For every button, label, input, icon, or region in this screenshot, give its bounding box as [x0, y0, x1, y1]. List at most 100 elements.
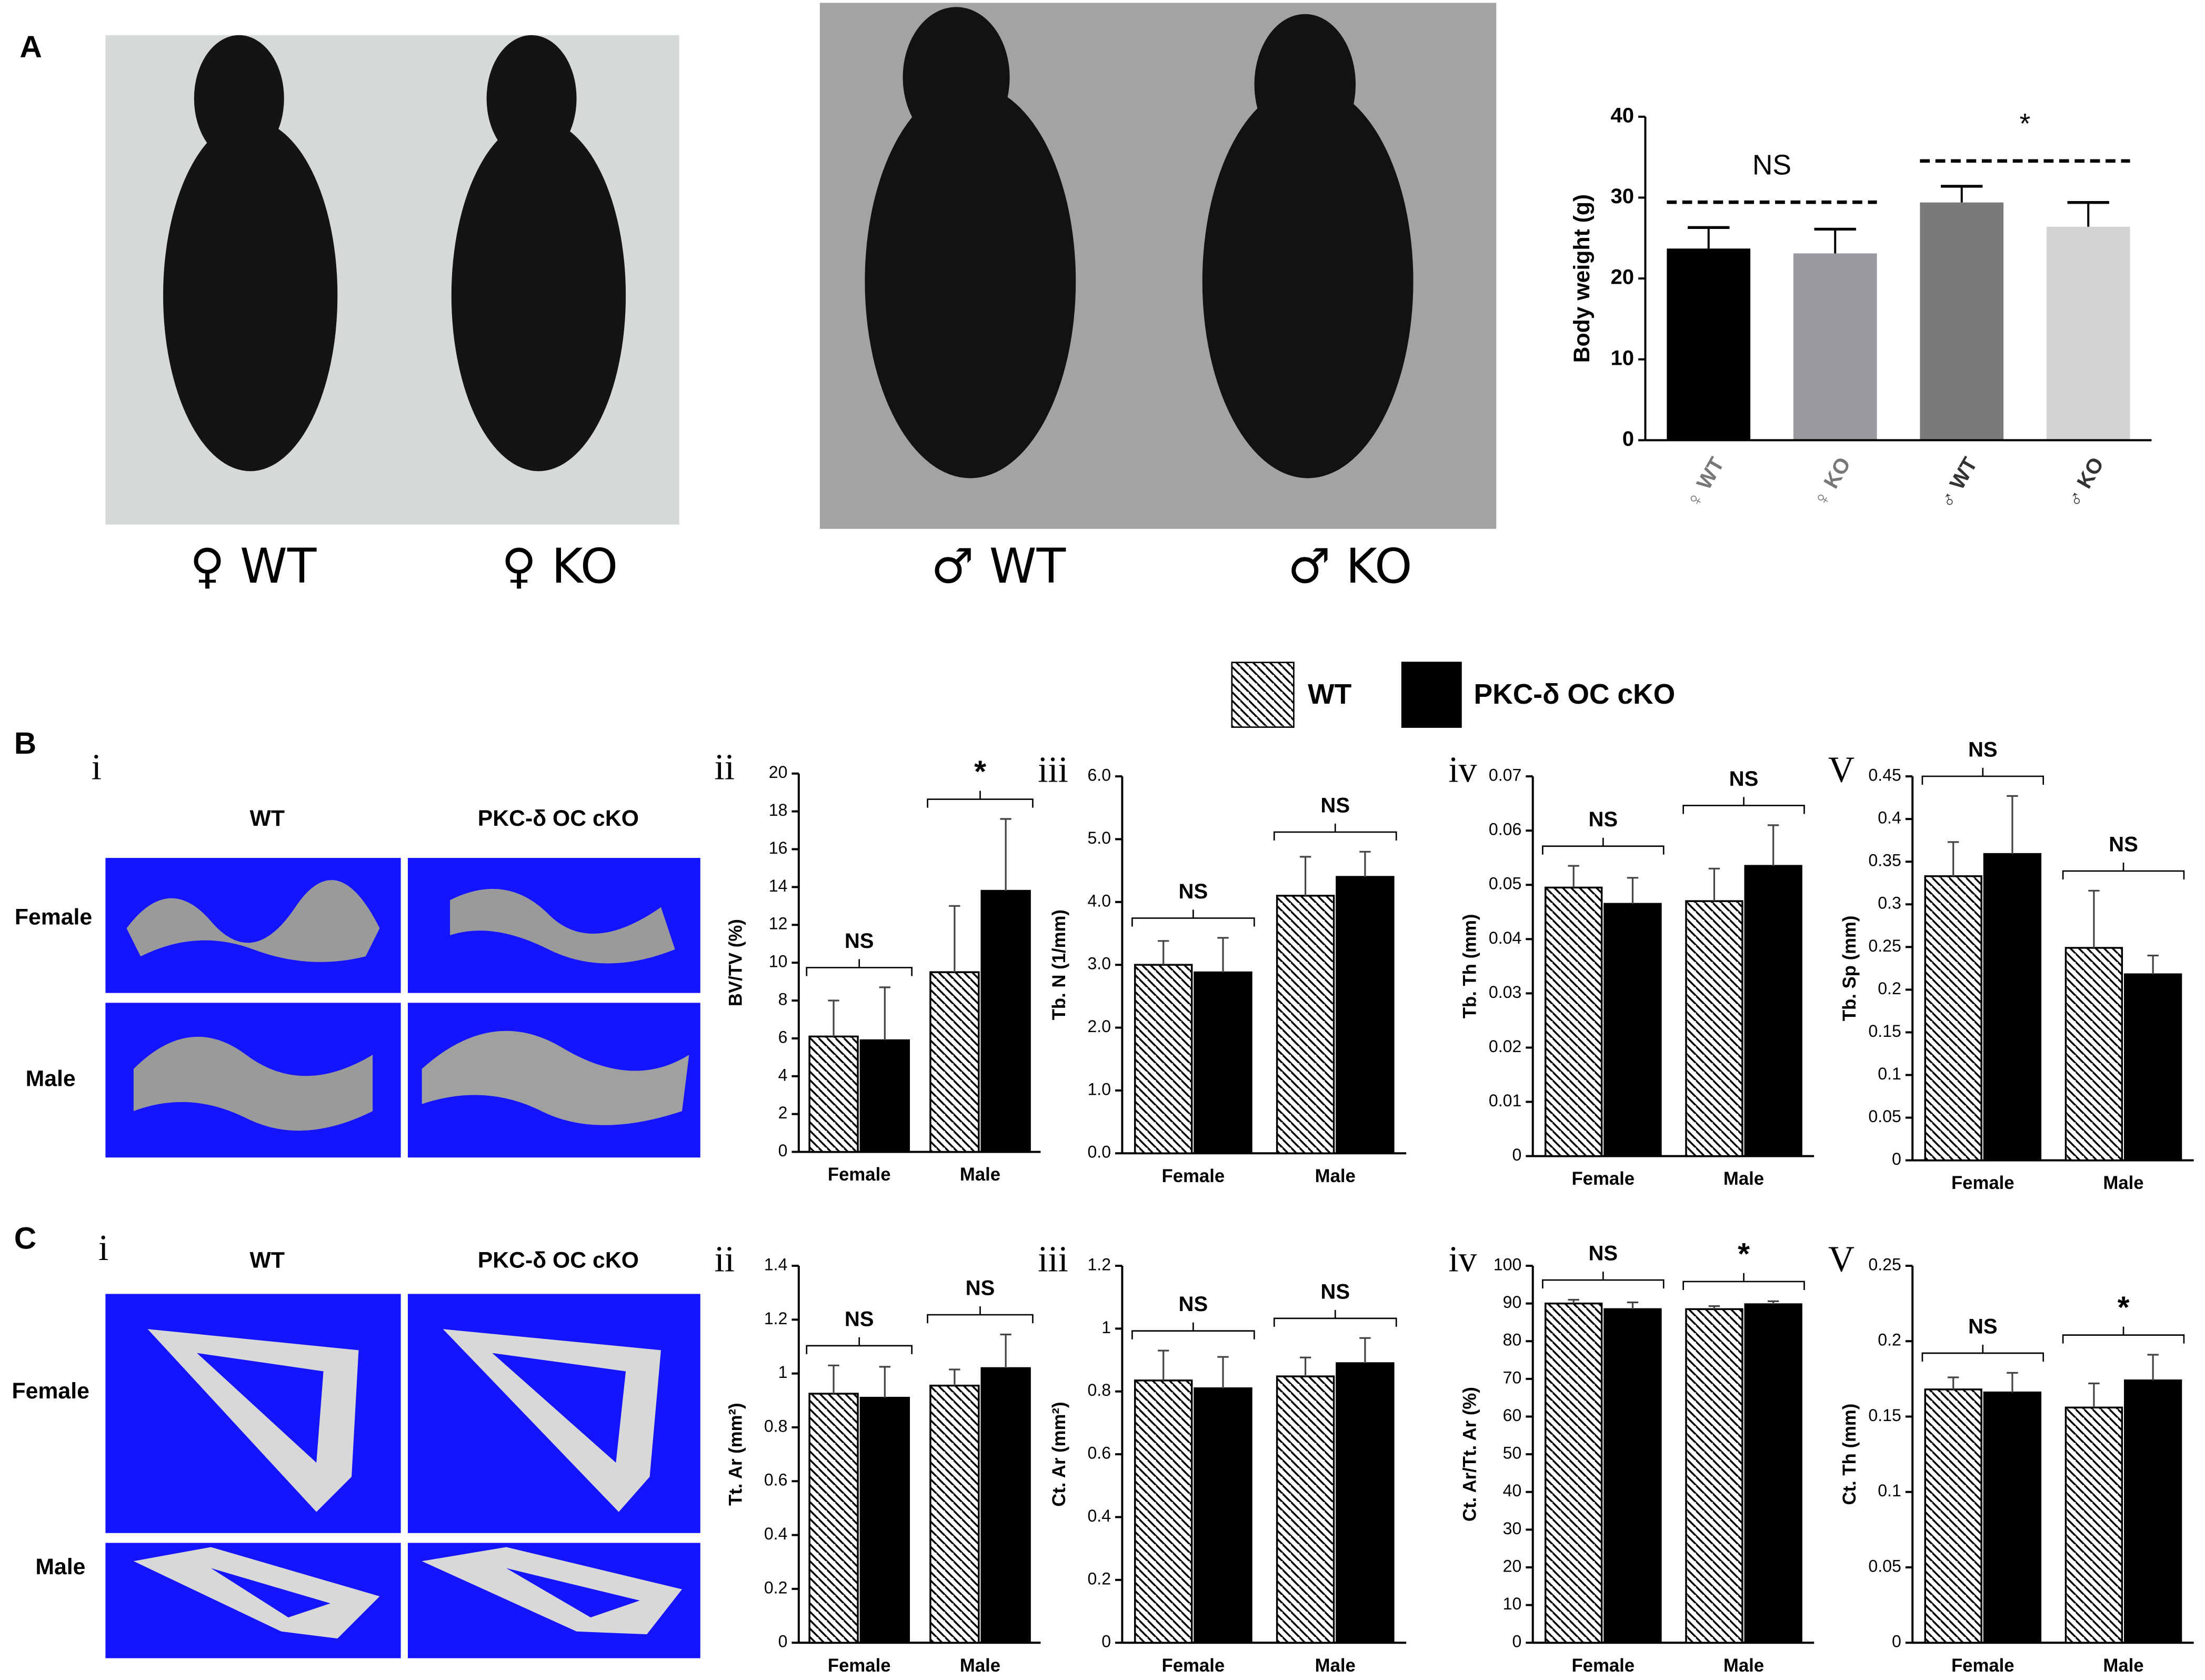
- bar: [1744, 865, 1802, 1157]
- y-tick-label: 5.0: [1087, 828, 1111, 847]
- y-tick-label: 0: [1892, 1149, 1901, 1168]
- y-tick-label: 0.6: [1087, 1444, 1111, 1463]
- photo-male: [819, 3, 1497, 529]
- bar: [1194, 971, 1252, 1154]
- bar: [859, 1396, 910, 1644]
- y-tick-label: 1.4: [764, 1255, 788, 1274]
- y-tick-label: 0: [1892, 1632, 1901, 1651]
- y-axis-label: Ct. Ar/Tt. Ar (%): [1460, 1387, 1480, 1522]
- y-tick-label: 1.2: [764, 1309, 788, 1328]
- bar: [859, 1039, 910, 1153]
- significance-label: *: [2020, 108, 2031, 139]
- x-tick-label: Female: [1162, 1656, 1225, 1676]
- y-tick-label: 0: [1622, 427, 1634, 451]
- x-tick-label: Female: [1951, 1173, 2014, 1193]
- y-tick-label: 0: [1512, 1145, 1521, 1164]
- y-tick-label: 90: [1503, 1293, 1522, 1312]
- significance-label: NS: [1179, 1293, 1208, 1316]
- y-tick-label: 0.0: [1087, 1143, 1111, 1162]
- bar: [1603, 903, 1662, 1157]
- bar: [1685, 900, 1743, 1157]
- y-tick-label: 0.05: [1868, 1556, 1901, 1575]
- y-tick-label: 20: [1503, 1556, 1522, 1575]
- bar: [1983, 853, 2042, 1162]
- y-axis-label: Tb. Sp (mm): [1840, 916, 1860, 1022]
- row-label: Female: [12, 1378, 89, 1404]
- significance-label: NS: [966, 1277, 995, 1300]
- y-tick-label: 0.3: [1878, 894, 1901, 913]
- significance-bracket: [806, 959, 913, 976]
- y-tick-label: 0.4: [764, 1524, 788, 1543]
- y-tick-label: 0.01: [1489, 1091, 1521, 1110]
- y-tick-label: 1.2: [1087, 1255, 1111, 1274]
- y-tick-label: 10: [1503, 1594, 1522, 1613]
- significance-label: NS: [1968, 738, 1998, 761]
- x-tick-label: ♀ KO: [1809, 454, 1856, 512]
- photo-caption: ♂ WT: [931, 539, 1066, 594]
- photo-caption: ♀ WT: [190, 539, 317, 594]
- significance-label: NS: [1320, 1280, 1350, 1303]
- significance-bracket: [1921, 767, 2044, 785]
- y-tick-label: 6: [778, 1027, 788, 1046]
- y-tick-label: 0.4: [1087, 1506, 1111, 1525]
- y-tick-label: 20: [769, 763, 788, 782]
- column-label: WT: [249, 806, 284, 831]
- y-tick-label: 1: [778, 1363, 788, 1382]
- y-tick-label: 0.2: [1878, 979, 1901, 998]
- y-tick-label: 0.8: [1087, 1381, 1111, 1399]
- sub-label: ii: [714, 1239, 735, 1280]
- sub-label: iii: [1038, 1239, 1068, 1280]
- x-tick-label: Male: [1315, 1656, 1356, 1676]
- y-tick-label: 4.0: [1087, 891, 1111, 910]
- x-tick-label: Male: [960, 1165, 1000, 1185]
- significance-bracket: [1273, 1309, 1397, 1327]
- bar: [1194, 1387, 1252, 1644]
- x-tick-label: Female: [828, 1165, 891, 1185]
- bar: [1134, 1379, 1193, 1644]
- y-tick-label: 0.07: [1489, 766, 1521, 785]
- y-tick-label: 0.06: [1489, 820, 1521, 839]
- bar: [1920, 202, 2004, 441]
- y-tick-label: 0.15: [1868, 1406, 1901, 1425]
- render-cortical: [105, 1294, 700, 1658]
- y-tick-label: 0.04: [1489, 928, 1521, 947]
- y-tick-label: 0.05: [1489, 874, 1521, 893]
- significance-bracket: [1682, 797, 1805, 814]
- column-label: PKC-δ OC cKO: [478, 806, 639, 831]
- y-tick-label: 0.35: [1868, 851, 1901, 870]
- y-tick-label: 0.05: [1868, 1107, 1901, 1126]
- row-label: Male: [35, 1554, 85, 1579]
- bar: [1276, 1375, 1335, 1644]
- bar: [929, 971, 980, 1153]
- y-tick-label: 4: [778, 1065, 788, 1084]
- y-tick-label: 8: [778, 990, 788, 1009]
- legend-label: PKC-δ OC cKO: [1474, 679, 1675, 710]
- x-tick-label: Male: [2103, 1656, 2143, 1676]
- bar: [808, 1035, 859, 1153]
- y-tick-label: 30: [1503, 1519, 1522, 1538]
- y-tick-label: 2.0: [1087, 1017, 1111, 1036]
- significance-label: NS: [1729, 767, 1759, 791]
- significance-label: *: [1738, 1237, 1750, 1271]
- sub-label: V: [1828, 1239, 1855, 1280]
- y-tick-label: 0.15: [1868, 1022, 1901, 1041]
- significance-label: NS: [1588, 1242, 1618, 1265]
- y-tick-label: 0: [1101, 1632, 1111, 1651]
- y-axis-label: Body weight (g): [1569, 194, 1595, 363]
- significance-label: NS: [2109, 833, 2138, 856]
- y-axis-label: Tt. Ar (mm²): [726, 1403, 746, 1505]
- sub-label: iii: [1038, 750, 1068, 791]
- bar: [2123, 1379, 2182, 1644]
- bar: [2123, 973, 2182, 1162]
- y-tick-label: 0.4: [1878, 808, 1901, 827]
- x-tick-label: Female: [1571, 1169, 1635, 1189]
- bar: [1793, 253, 1877, 441]
- photo-female: [105, 35, 679, 525]
- bar: [2064, 947, 2123, 1162]
- bar: [929, 1384, 980, 1644]
- bar: [1983, 1391, 2042, 1644]
- render-trabecular: [105, 858, 700, 1158]
- bar: [2046, 226, 2130, 441]
- bar: [1924, 875, 1982, 1162]
